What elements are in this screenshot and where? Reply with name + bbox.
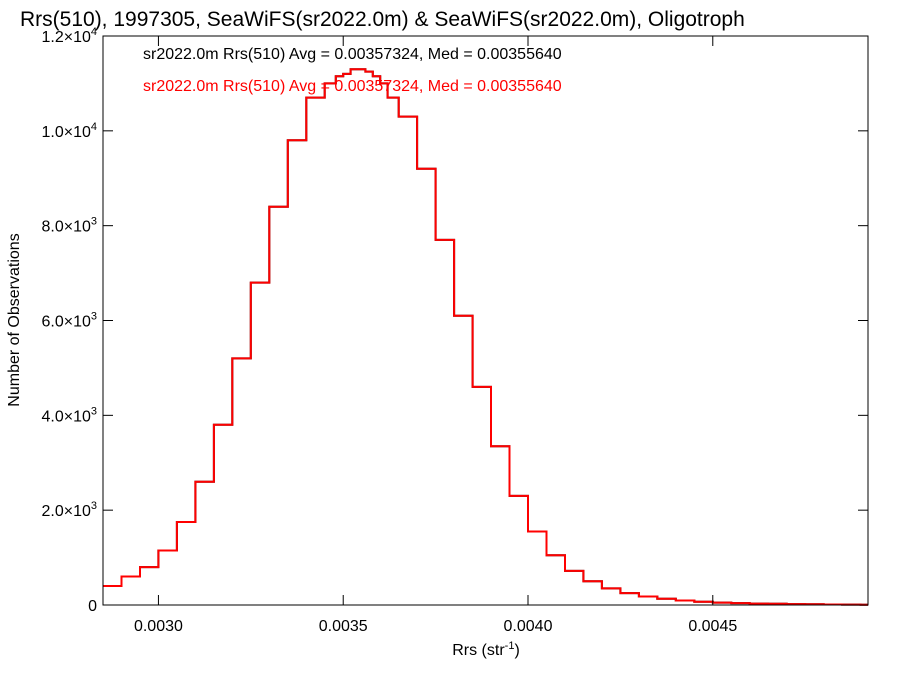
chart-title: Rrs(510), 1997305, SeaWiFS(sr2022.0m) & … (20, 8, 745, 31)
x-tick-label: 0.0030 (134, 618, 183, 635)
x-tick-label: 0.0035 (319, 618, 368, 635)
y-tick-label: 6.0×103 (41, 311, 97, 331)
x-axis-ticks: 0.0030 0.0035 0.0040 0.0045 (134, 36, 737, 635)
x-tick-label: 0.0045 (688, 618, 737, 635)
y-axis-ticks: 0 2.0×103 4.0×103 6.0×103 8.0×103 1.0×104 1.2×… (41, 26, 868, 615)
series-line-0 (103, 68, 868, 606)
y-tick-label: 8.0×103 (41, 216, 97, 236)
x-tick-label: 0.0040 (504, 618, 553, 635)
plot-frame (102, 35, 869, 606)
x-axis-label: Rrs (str-1) (452, 640, 520, 659)
y-tick-label: 1.0×104 (41, 121, 97, 141)
annotation-black: sr2022.0m Rrs(510) Avg = 0.00357324, Med… (143, 46, 562, 63)
y-tick-label: 1.2×104 (41, 26, 97, 46)
y-tick-label: 2.0×103 (41, 500, 97, 520)
y-axis-label: Number of Observations (6, 233, 23, 406)
annotation-red: sr2022.0m Rrs(510) Avg = 0.00357324, Med… (143, 78, 562, 95)
y-tick-label: 4.0×103 (41, 405, 97, 425)
y-tick-label: 0 (88, 598, 97, 615)
series-line-1 (103, 68, 868, 606)
series-layer (103, 68, 868, 606)
